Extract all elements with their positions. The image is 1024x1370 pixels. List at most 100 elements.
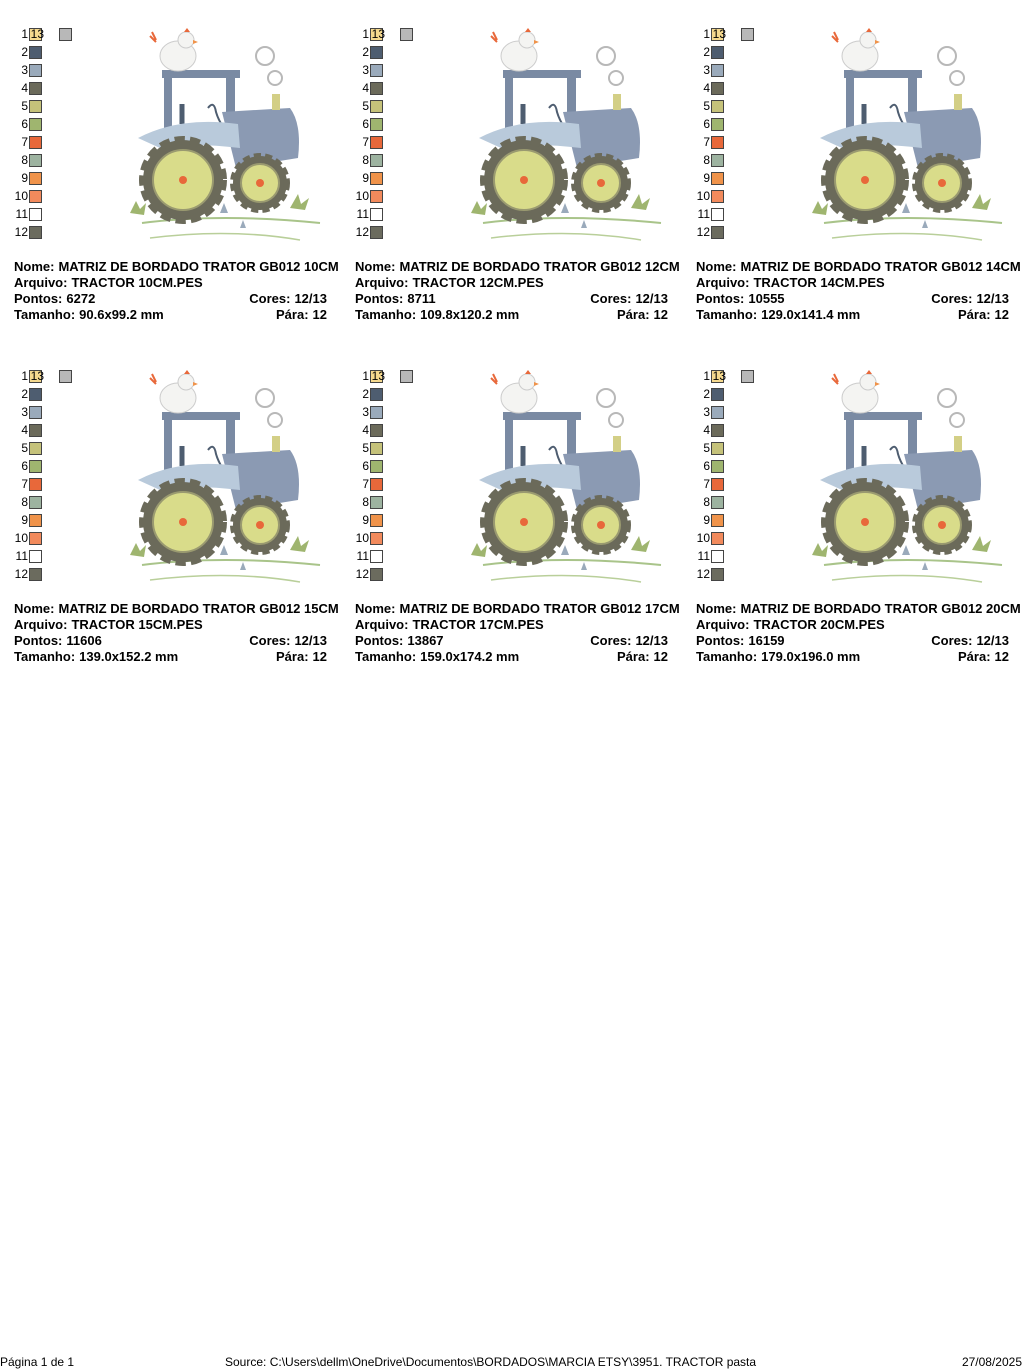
color-swatch bbox=[711, 388, 724, 401]
stop-count: Pára: 12 bbox=[617, 307, 668, 322]
design-preview bbox=[120, 28, 330, 248]
stop-count-value: 12 bbox=[653, 307, 668, 322]
color-swatch bbox=[370, 442, 383, 455]
color-swatch bbox=[711, 46, 724, 59]
color-swatch bbox=[29, 478, 42, 491]
color-swatch bbox=[370, 136, 383, 149]
swatch-number: 12 bbox=[355, 225, 369, 239]
design-size-label: Tamanho: bbox=[355, 649, 417, 664]
swatch-number: 1 bbox=[362, 27, 369, 41]
color-swatch bbox=[711, 118, 724, 131]
stitch-count: Pontos: 11606 bbox=[14, 633, 102, 648]
swatch-number: 2 bbox=[703, 45, 710, 59]
stop-count-label: Pára: bbox=[276, 649, 309, 664]
design-size-label: Tamanho: bbox=[14, 649, 76, 664]
design-card: 1 2 3 4 5 6 7 8 9 10 11 12 13 Nome: MATRIZ DE BORDADO … bbox=[694, 368, 1024, 668]
swatch-number: 13 bbox=[30, 27, 44, 41]
stitch-count: Pontos: 8711 bbox=[355, 291, 436, 306]
color-count-label: Cores: bbox=[931, 633, 973, 648]
swatch-number: 1 bbox=[21, 27, 28, 41]
file-name: Arquivo: TRACTOR 17CM.PES bbox=[355, 617, 544, 632]
design-size-value: 139.0x152.2 mm bbox=[79, 649, 179, 664]
color-swatch bbox=[370, 28, 383, 41]
color-swatch bbox=[370, 532, 383, 545]
stitch-count-label: Pontos: bbox=[355, 633, 404, 648]
file-name-value: TRACTOR 20CM.PES bbox=[753, 617, 885, 632]
swatch-number: 11 bbox=[15, 549, 28, 563]
color-swatch bbox=[711, 136, 724, 149]
color-swatch bbox=[370, 226, 383, 239]
color-swatch bbox=[29, 118, 42, 131]
source-path: Source: C:\Users\dellm\OneDrive\Document… bbox=[225, 1355, 757, 1369]
stop-count: Pára: 12 bbox=[617, 649, 668, 664]
color-swatch bbox=[711, 514, 724, 527]
color-count: Cores: 12/13 bbox=[590, 291, 668, 306]
file-name: Arquivo: TRACTOR 14CM.PES bbox=[696, 275, 885, 290]
swatch-number: 13 bbox=[712, 369, 726, 383]
color-swatch bbox=[29, 550, 42, 563]
color-swatch bbox=[400, 370, 413, 383]
color-swatch bbox=[711, 82, 724, 95]
color-swatch bbox=[711, 568, 724, 581]
swatch-number: 13 bbox=[30, 369, 44, 383]
swatch-number: 8 bbox=[703, 153, 710, 167]
file-name-label: Arquivo: bbox=[355, 275, 409, 290]
swatch-number: 3 bbox=[362, 405, 369, 419]
swatch-number: 6 bbox=[362, 459, 369, 473]
color-swatch bbox=[711, 226, 724, 239]
color-swatch bbox=[370, 496, 383, 509]
design-preview bbox=[461, 370, 671, 590]
color-swatch bbox=[370, 82, 383, 95]
design-name-value: MATRIZ DE BORDADO TRATOR GB012 12CM bbox=[399, 259, 680, 274]
swatch-number: 4 bbox=[703, 423, 710, 437]
stop-count-label: Pára: bbox=[958, 649, 991, 664]
swatch-number: 8 bbox=[703, 495, 710, 509]
stop-count-value: 12 bbox=[653, 649, 668, 664]
swatch-number: 3 bbox=[703, 63, 710, 77]
file-name-value: TRACTOR 17CM.PES bbox=[412, 617, 544, 632]
design-name: Nome: MATRIZ DE BORDADO TRATOR GB012 17CM bbox=[355, 601, 680, 616]
stitch-count: Pontos: 16159 bbox=[696, 633, 785, 648]
swatch-number: 4 bbox=[703, 81, 710, 95]
color-swatch bbox=[711, 208, 724, 221]
swatch-number: 9 bbox=[703, 513, 710, 527]
stop-count-label: Pára: bbox=[617, 307, 650, 322]
color-swatch bbox=[370, 478, 383, 491]
color-swatch bbox=[29, 388, 42, 401]
swatch-number: 10 bbox=[696, 189, 710, 203]
color-swatch bbox=[370, 460, 383, 473]
swatch-number: 13 bbox=[371, 27, 385, 41]
swatch-number: 12 bbox=[14, 567, 28, 581]
swatch-number: 8 bbox=[362, 153, 369, 167]
swatch-number: 11 bbox=[356, 549, 369, 563]
swatch-number: 11 bbox=[356, 207, 369, 221]
stitch-count-value: 8711 bbox=[407, 291, 436, 306]
stitch-count-value: 11606 bbox=[66, 633, 102, 648]
design-size: Tamanho: 109.8x120.2 mm bbox=[355, 307, 519, 322]
color-swatch bbox=[29, 406, 42, 419]
color-swatch bbox=[29, 64, 42, 77]
stitch-count: Pontos: 13867 bbox=[355, 633, 444, 648]
color-swatch bbox=[711, 28, 724, 41]
design-card: 1 2 3 4 5 6 7 8 9 10 11 12 13 Nome: MATRIZ DE BORDADO … bbox=[353, 368, 694, 668]
color-swatch bbox=[29, 46, 42, 59]
swatch-number: 10 bbox=[14, 531, 28, 545]
design-name: Nome: MATRIZ DE BORDADO TRATOR GB012 14CM bbox=[696, 259, 1021, 274]
swatch-number: 6 bbox=[21, 459, 28, 473]
design-preview bbox=[461, 28, 671, 248]
color-swatch bbox=[370, 550, 383, 563]
swatch-number: 13 bbox=[712, 27, 726, 41]
color-swatch bbox=[370, 190, 383, 203]
color-swatch bbox=[711, 478, 724, 491]
swatch-number: 2 bbox=[21, 45, 28, 59]
swatch-number: 12 bbox=[355, 567, 369, 581]
color-swatch bbox=[711, 370, 724, 383]
file-name-label: Arquivo: bbox=[355, 617, 409, 632]
color-swatch bbox=[370, 568, 383, 581]
design-name-value: MATRIZ DE BORDADO TRATOR GB012 15CM bbox=[58, 601, 339, 616]
swatch-number: 5 bbox=[703, 441, 710, 455]
color-swatch bbox=[29, 136, 42, 149]
stop-count: Pára: 12 bbox=[276, 307, 327, 322]
design-name-label: Nome: bbox=[355, 601, 396, 616]
color-swatch bbox=[370, 172, 383, 185]
